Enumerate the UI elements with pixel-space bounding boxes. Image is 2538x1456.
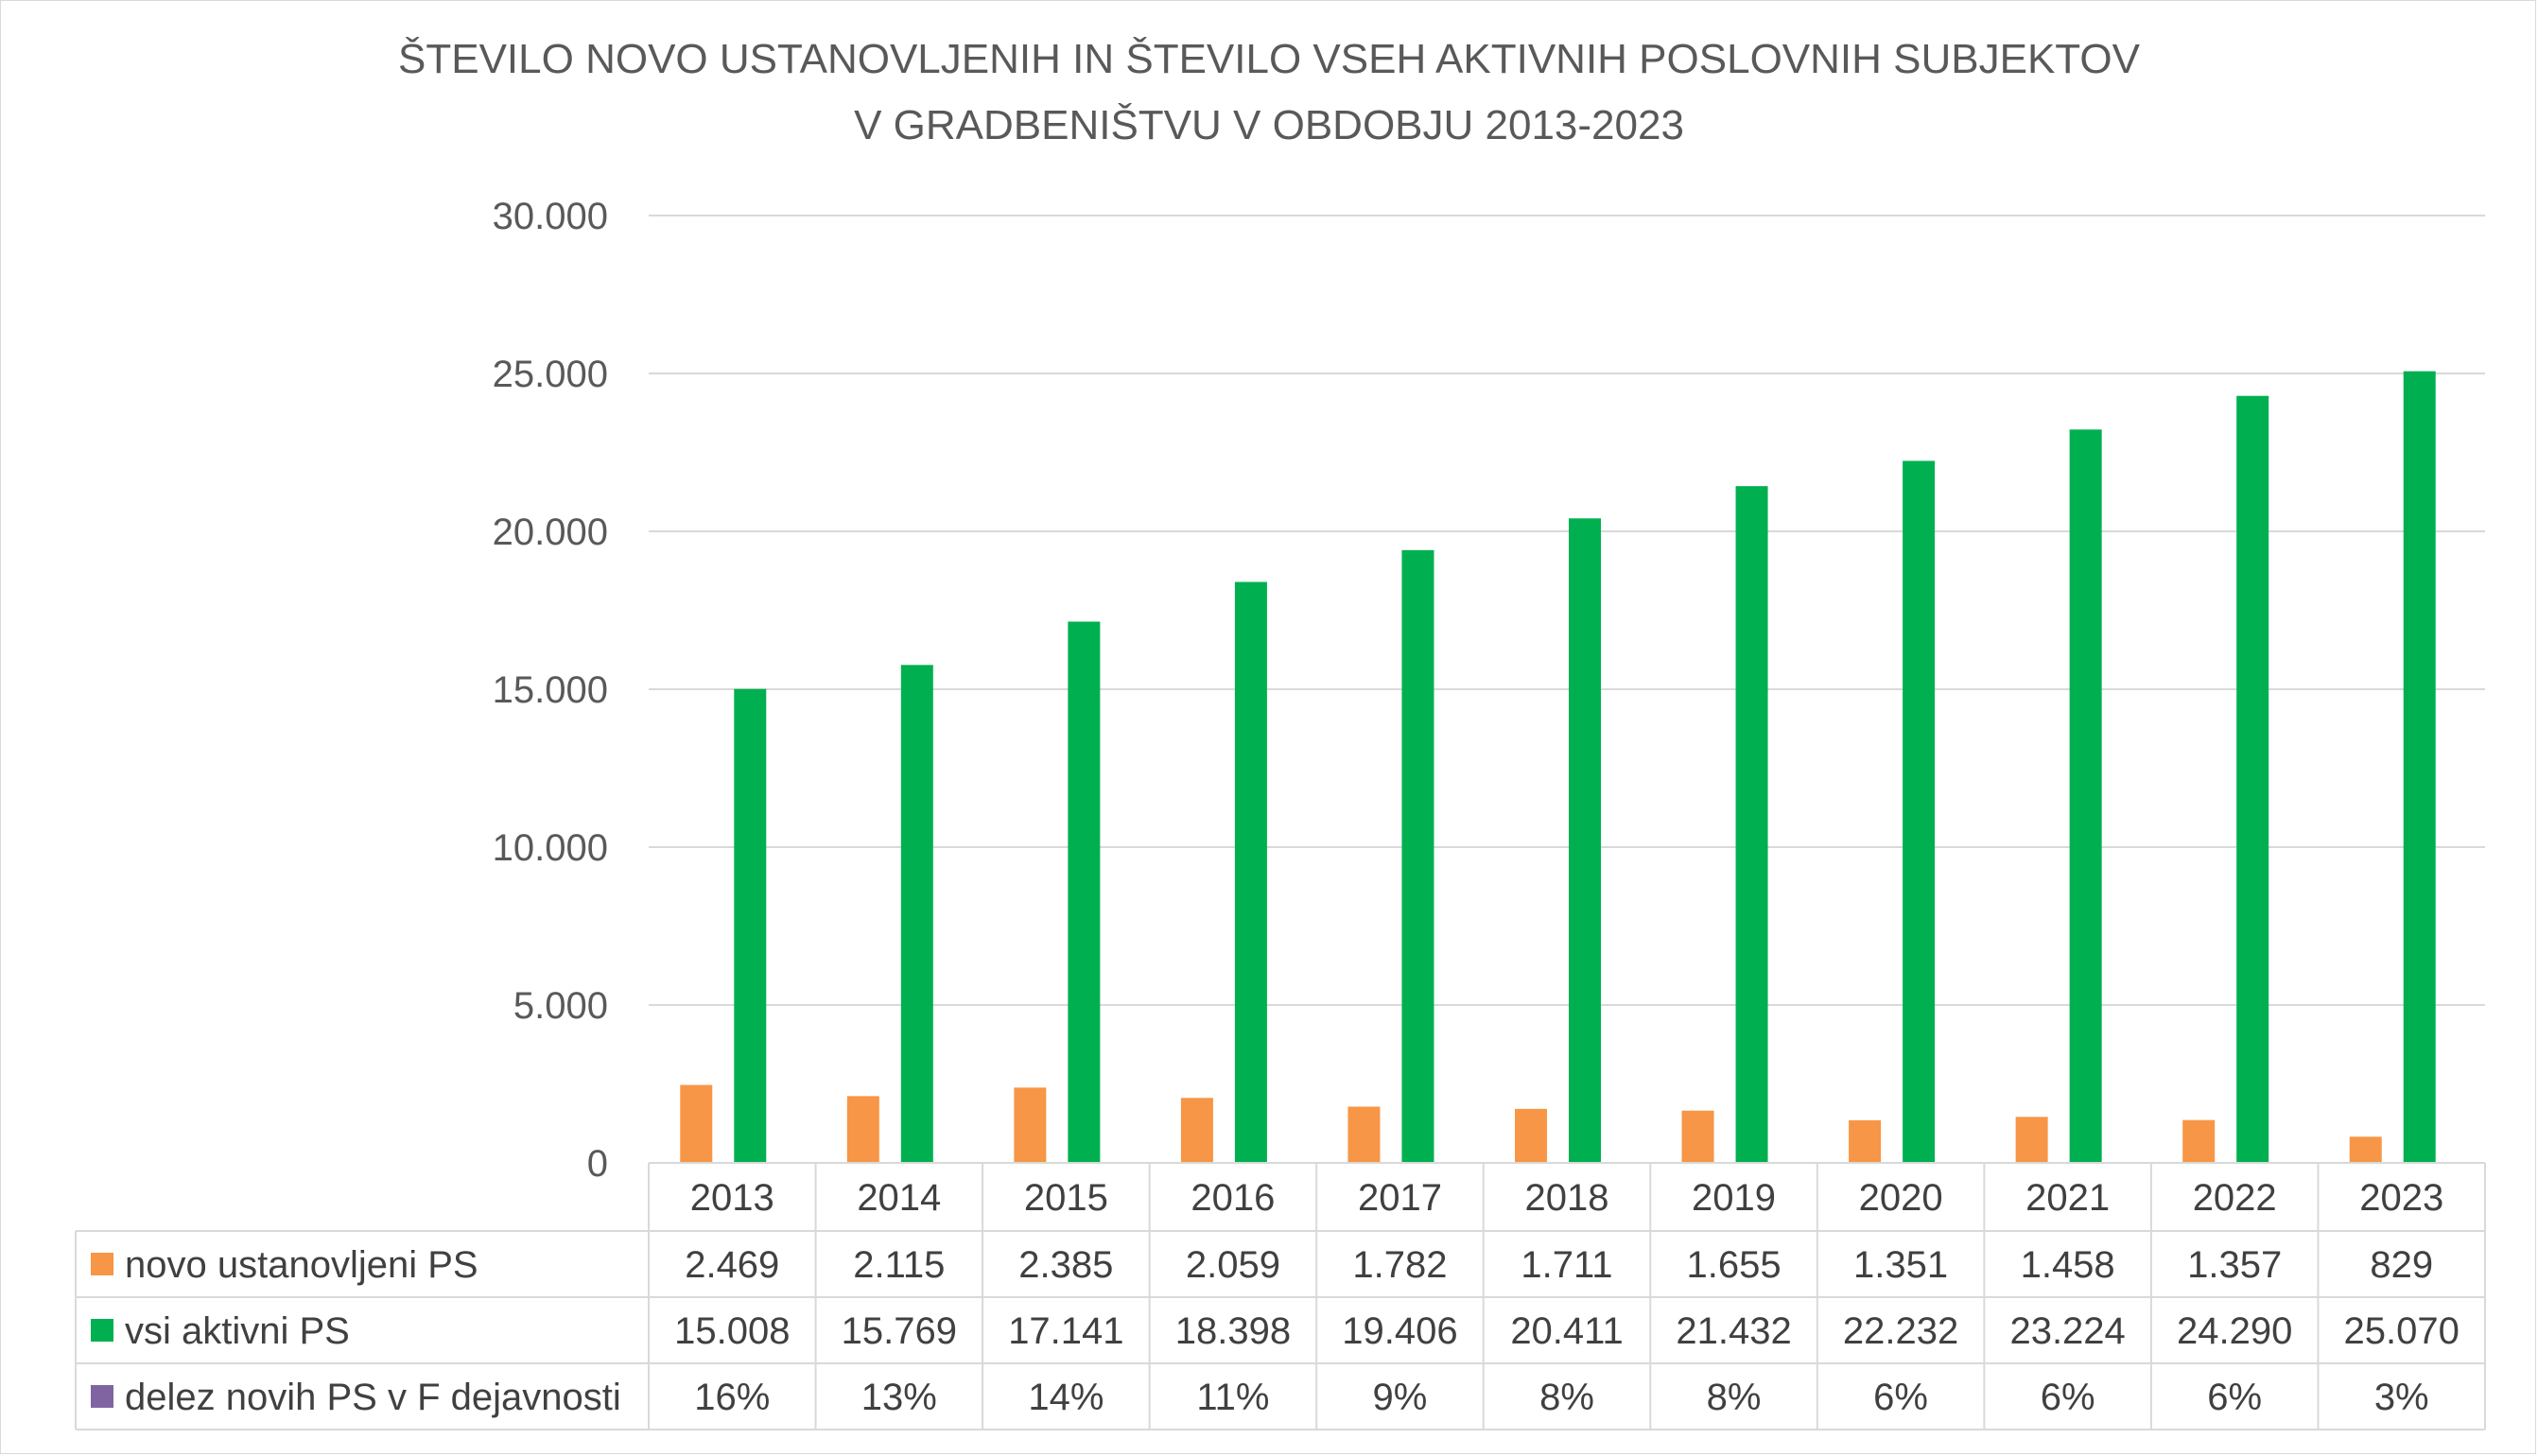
data-label-series-3: 6%	[2207, 1377, 2262, 1418]
data-label-series-3: 8%	[1707, 1377, 1762, 1418]
bar-novo-ustanovljeni	[1347, 1106, 1381, 1163]
data-label-series-3: 3%	[2374, 1377, 2429, 1418]
data-label-series-1: 1.458	[2021, 1244, 2115, 1286]
chart-title-line-2: V GRADBENIŠTVU V OBDOBJU 2013-2023	[854, 102, 1684, 148]
data-label-series-1: 829	[2370, 1244, 2433, 1286]
legend-label-2: vsi aktivni PS	[125, 1310, 350, 1352]
bar-novo-ustanovljeni	[680, 1084, 713, 1163]
bar-vsi-aktivni	[1068, 621, 1101, 1163]
data-label-series-2: 21.432	[1676, 1310, 1791, 1352]
data-label-series-2: 15.769	[842, 1310, 957, 1352]
y-tick-label: 10.000	[493, 827, 608, 869]
data-label-series-3: 6%	[2041, 1377, 2095, 1418]
y-tick-label: 15.000	[493, 669, 608, 711]
legend-label-1: novo ustanovljeni PS	[125, 1244, 478, 1286]
category-label: 2017	[1358, 1177, 1442, 1219]
legend-key-3	[91, 1385, 113, 1408]
chart-title-line-1: ŠTEVILO NOVO USTANOVLJENIH IN ŠTEVILO VS…	[398, 36, 2140, 82]
bar-vsi-aktivni	[1569, 518, 1601, 1163]
data-label-series-2: 24.290	[2177, 1310, 2292, 1352]
bar-novo-ustanovljeni	[1681, 1110, 1714, 1163]
data-label-series-2: 23.224	[2009, 1310, 2125, 1352]
data-label-series-1: 1.351	[1853, 1244, 1948, 1286]
category-label: 2013	[690, 1177, 774, 1219]
data-label-series-1: 1.655	[1686, 1244, 1781, 1286]
category-label: 2015	[1024, 1177, 1108, 1219]
data-label-series-1: 2.385	[1018, 1244, 1113, 1286]
bar-vsi-aktivni	[2236, 395, 2269, 1163]
bar-novo-ustanovljeni	[2015, 1117, 2048, 1163]
category-label: 2014	[857, 1177, 941, 1219]
legend-label-3: delez novih PS v F dejavnosti	[125, 1377, 621, 1418]
data-label-series-1: 2.469	[685, 1244, 779, 1286]
data-label-series-3: 6%	[1873, 1377, 1928, 1418]
bar-novo-ustanovljeni	[1849, 1119, 1882, 1163]
bar-vsi-aktivni	[2069, 429, 2102, 1164]
data-label-series-2: 20.411	[1510, 1310, 1623, 1352]
data-label-series-3: 8%	[1539, 1377, 1594, 1418]
bar-vsi-aktivni	[1234, 581, 1267, 1163]
y-tick-label: 0	[587, 1143, 608, 1185]
bar-vsi-aktivni	[900, 665, 933, 1163]
data-label-series-3: 14%	[1028, 1377, 1104, 1418]
data-label-series-2: 19.406	[1342, 1310, 1457, 1352]
data-label-series-1: 1.711	[1521, 1244, 1612, 1286]
bar-vsi-aktivni	[734, 688, 767, 1163]
category-label: 2018	[1525, 1177, 1609, 1219]
data-label-series-1: 1.357	[2187, 1244, 2282, 1286]
bar-novo-ustanovljeni	[2182, 1119, 2216, 1163]
data-label-series-2: 15.008	[674, 1310, 790, 1352]
category-label: 2021	[2025, 1177, 2110, 1219]
legend-key-2	[91, 1319, 113, 1342]
y-tick-label: 25.000	[493, 354, 608, 395]
bar-novo-ustanovljeni	[1014, 1087, 1047, 1163]
bar-novo-ustanovljeni	[1515, 1108, 1547, 1163]
data-label-series-2: 18.398	[1175, 1310, 1291, 1352]
bar-vsi-aktivni	[1401, 549, 1434, 1163]
bar-novo-ustanovljeni	[1180, 1098, 1213, 1163]
data-label-series-3: 9%	[1373, 1377, 1428, 1418]
category-label: 2023	[2359, 1177, 2443, 1219]
data-label-series-2: 25.070	[2344, 1310, 2460, 1352]
data-label-series-3: 16%	[694, 1377, 770, 1418]
legend-key-1	[91, 1253, 113, 1275]
chart-title: ŠTEVILO NOVO USTANOVLJENIH IN ŠTEVILO VS…	[0, 26, 2538, 159]
bar-novo-ustanovljeni	[846, 1096, 879, 1163]
y-tick-label: 5.000	[513, 985, 608, 1027]
data-label-series-3: 11%	[1196, 1377, 1269, 1418]
data-label-series-3: 13%	[861, 1377, 937, 1418]
category-label: 2022	[2193, 1177, 2277, 1219]
y-tick-label: 20.000	[493, 511, 608, 553]
category-label: 2020	[1859, 1177, 1943, 1219]
category-label: 2016	[1191, 1177, 1275, 1219]
category-label: 2019	[1692, 1177, 1776, 1219]
bar-vsi-aktivni	[1903, 460, 1936, 1164]
data-label-series-2: 22.232	[1843, 1310, 1958, 1352]
bar-vsi-aktivni	[1735, 486, 1768, 1163]
y-tick-label: 30.000	[493, 196, 608, 237]
data-label-series-2: 17.141	[1008, 1310, 1123, 1352]
bar-vsi-aktivni	[2403, 371, 2436, 1163]
data-label-series-1: 2.115	[853, 1244, 945, 1286]
data-label-series-1: 1.782	[1352, 1244, 1447, 1286]
bar-novo-ustanovljeni	[2349, 1136, 2382, 1163]
data-label-series-1: 2.059	[1186, 1244, 1280, 1286]
